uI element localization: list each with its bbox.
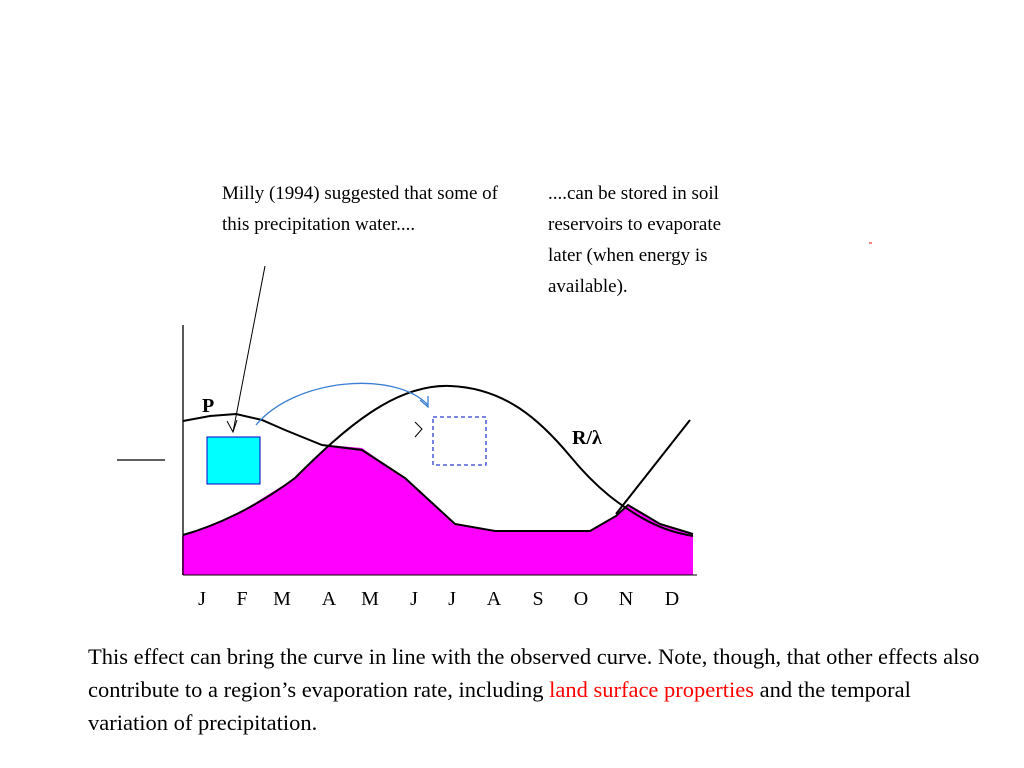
milly-annotation: Milly (1994) suggested that some of this…: [222, 183, 498, 235]
month-label: J: [410, 588, 418, 610]
caption-highlight: land surface properties: [549, 677, 755, 702]
pointer-arrow: [232, 265, 266, 433]
month-label: A: [322, 588, 337, 610]
rising-line: [615, 419, 691, 515]
month-label: F: [236, 588, 247, 610]
transfer-arrowhead: [419, 396, 429, 409]
month-label: M: [273, 588, 291, 610]
small-angle-mark: [414, 421, 423, 438]
pointer-arrowhead: [226, 419, 238, 434]
storage-annotation: ....can be stored in soil reservoirs to …: [548, 183, 722, 297]
month-label: D: [665, 588, 679, 610]
month-label: N: [619, 588, 633, 610]
month-label: A: [487, 588, 502, 610]
month-label: J: [198, 588, 206, 610]
precipitation-water-box: [206, 436, 261, 485]
month-label: O: [574, 588, 588, 610]
month-label: J: [448, 588, 456, 610]
evaporation-area: [182, 445, 693, 575]
stored-water-box: [432, 416, 487, 466]
caption: This effect can bring the curve in line …: [88, 640, 983, 739]
caption-part-1: This effect can bring the curve in line …: [88, 644, 980, 702]
month-label: M: [361, 588, 379, 610]
caption-part-2: and the temporal variation of precipitat…: [88, 677, 911, 735]
month-label: S: [532, 588, 543, 610]
month-labels: J F M A M J J A S O N D: [198, 588, 679, 610]
radiation-label: R/λ: [572, 427, 602, 449]
radiation-curve: [182, 384, 694, 537]
precipitation-label: P: [202, 395, 214, 417]
transfer-arrow: [255, 382, 429, 426]
precipitation-curve: [182, 412, 694, 535]
